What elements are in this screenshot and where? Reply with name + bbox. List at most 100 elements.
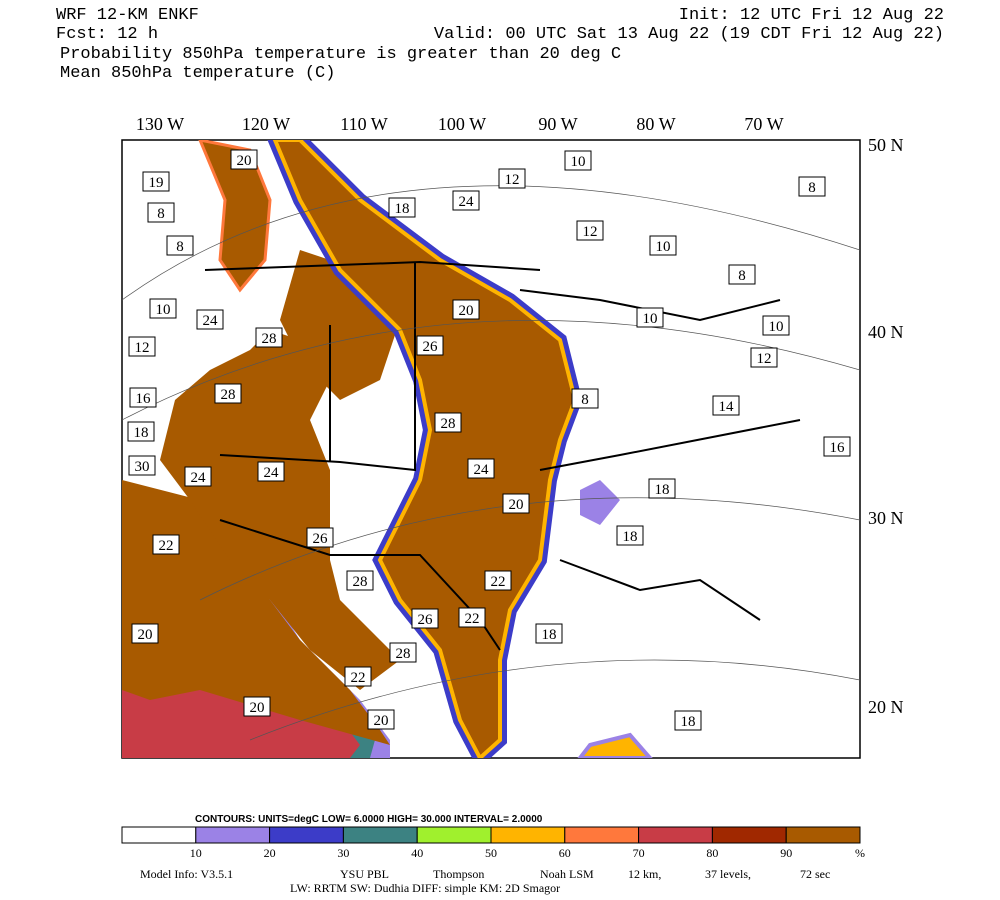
- contour-label: 28: [441, 416, 456, 432]
- contour-label: 26: [313, 531, 329, 547]
- pbl: YSU PBL: [340, 867, 389, 881]
- colorbar: 10 20 30 40 50 60 70 80 90%: [121, 826, 865, 860]
- map-fill: [122, 140, 860, 758]
- contour-label: 20: [138, 627, 153, 643]
- contour-label: 22: [159, 538, 174, 554]
- colorbar-swatch: [269, 826, 344, 844]
- valid-time: Valid: 00 UTC Sat 13 Aug 22 (19 CDT Fri …: [434, 25, 944, 44]
- model-title: WRF 12-KM ENKF: [56, 6, 199, 25]
- contour-label: 8: [738, 268, 746, 284]
- colorbar-label: 30: [337, 846, 349, 860]
- contour-label-box: [166, 235, 194, 256]
- contour-label: 10: [769, 319, 784, 335]
- contour-label: 12: [757, 351, 772, 367]
- contour-label-box: [411, 608, 439, 629]
- contour-label: 26: [423, 339, 439, 355]
- contour-label: 18: [623, 529, 638, 545]
- contour-label: 10: [656, 239, 671, 255]
- contour-label-box: [452, 190, 480, 211]
- timestep: 72 sec: [800, 867, 830, 881]
- contour-label-box: [535, 623, 563, 644]
- contour-label-box: [648, 478, 676, 499]
- contour-label-box: [502, 493, 530, 514]
- colorbar-swatch: [416, 826, 492, 844]
- contour-label: 18: [681, 714, 696, 730]
- colorbar-swatch: [564, 826, 640, 844]
- contour-label-box: [636, 307, 664, 328]
- field-title: Mean 850hPa temperature (C): [60, 64, 335, 83]
- colorbar-swatch: [785, 826, 861, 844]
- footer: Model Info: V3.5.1 YSU PBL Thompson Noah…: [140, 867, 830, 895]
- longitude-label: 120 W: [242, 114, 290, 134]
- contour-label: 18: [655, 482, 670, 498]
- contour-label: 18: [395, 201, 410, 217]
- contour-label-box: [142, 171, 170, 192]
- longitude-label: 110 W: [340, 114, 388, 134]
- contour-label-box: [257, 461, 285, 482]
- longitude-label: 70 W: [744, 114, 783, 134]
- contour-label: 20: [250, 700, 265, 716]
- contour-label-box: [346, 570, 374, 591]
- contour-label-box: [576, 220, 604, 241]
- contour-label: 10: [643, 311, 658, 327]
- contour-label: 24: [459, 194, 475, 210]
- contour-label: 8: [157, 206, 165, 222]
- contour-label-box: [344, 666, 372, 687]
- colorbar-label: 40: [411, 846, 423, 860]
- contour-label: 18: [134, 425, 149, 441]
- contour-label-box: [798, 176, 826, 197]
- colorbar-label: 20: [264, 846, 276, 860]
- colorbar-label: 90: [780, 846, 792, 860]
- contour-label-box: [131, 623, 159, 644]
- contour-label: 12: [135, 340, 150, 356]
- colorbar-label: 60: [559, 846, 571, 860]
- contour-label: 16: [136, 391, 152, 407]
- latitude-labels: 50 N 40 N 30 N 20 N: [868, 135, 904, 717]
- contour-label: 14: [719, 399, 735, 415]
- model-info: Model Info: V3.5.1: [140, 867, 233, 881]
- contour-label-box: [434, 412, 462, 433]
- colorbar-label: 50: [485, 846, 497, 860]
- contour-label: 22: [491, 574, 506, 590]
- contour-label-box: [196, 309, 224, 330]
- latitude-label: 50 N: [868, 135, 904, 155]
- contour-label-box: [152, 534, 180, 555]
- contour-label-box: [184, 466, 212, 487]
- contour-label: 28: [353, 574, 368, 590]
- contour-label-box: [147, 202, 175, 223]
- contour-label: 28: [262, 331, 277, 347]
- longitude-label: 100 W: [438, 114, 486, 134]
- contour-label-box: [128, 336, 156, 357]
- colorbar-label: 70: [633, 846, 645, 860]
- lsm: Noah LSM: [540, 867, 594, 881]
- longitude-label: 80 W: [636, 114, 675, 134]
- colorbar-swatch: [711, 826, 787, 844]
- longitude-label: 130 W: [136, 114, 184, 134]
- contour-label-box: [416, 335, 444, 356]
- contour-label: 20: [374, 713, 389, 729]
- contour-label: 16: [830, 440, 846, 456]
- colorbar-swatch: [638, 826, 713, 844]
- map: 130 W 120 W 110 W 100 W 90 W 80 W 70 W 50 N 40 …: [121, 114, 904, 759]
- contour-label-box: [255, 327, 283, 348]
- contour-label-box: [367, 709, 395, 730]
- forecast-hour: Fcst: 12 h: [56, 25, 158, 44]
- microphysics: Thompson: [433, 867, 484, 881]
- contour-label-box: [823, 436, 851, 457]
- contour-label: 20: [459, 303, 474, 319]
- contour-label-box: [712, 395, 740, 416]
- levels: 37 levels,: [705, 867, 751, 881]
- latitude-label: 30 N: [868, 508, 904, 528]
- colorbar-label: 80: [706, 846, 718, 860]
- contour-label-box: [750, 347, 778, 368]
- contour-label-box: [306, 527, 334, 548]
- contour-label: 24: [191, 470, 207, 486]
- contour-label-box: [128, 455, 156, 476]
- contour-label: 20: [237, 153, 252, 169]
- colorbar-swatch: [121, 826, 197, 844]
- contour-label-box: [498, 168, 526, 189]
- contour-label-box: [571, 388, 599, 409]
- colorbar-swatch: [490, 826, 566, 844]
- contour-label: 30: [135, 459, 150, 475]
